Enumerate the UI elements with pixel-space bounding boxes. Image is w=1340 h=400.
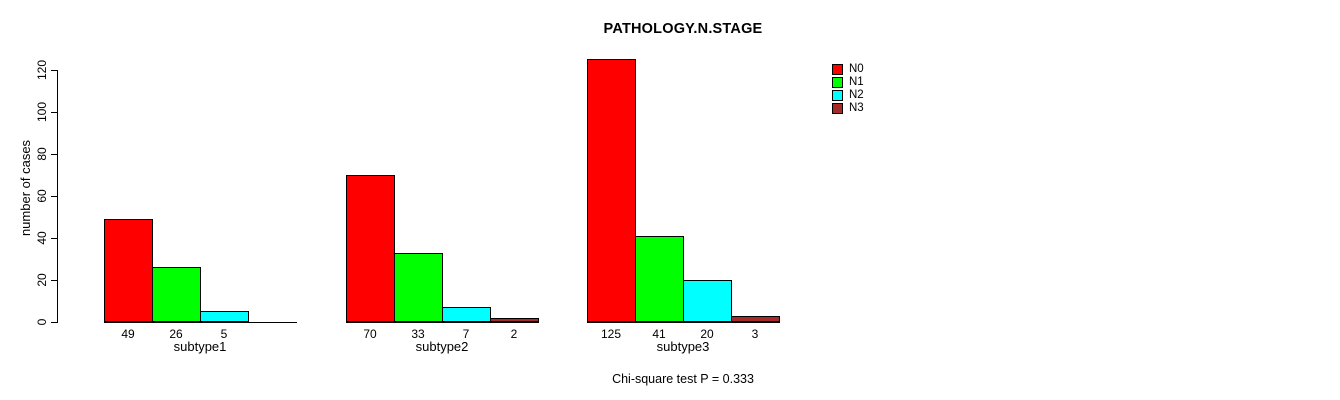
bar-value-subtype1-N0: 49 bbox=[121, 327, 135, 341]
chi-square-annotation: Chi-square test P = 0.333 bbox=[612, 372, 754, 386]
y-tick-label-text: 80 bbox=[35, 147, 49, 161]
legend-label-N3: N3 bbox=[849, 102, 864, 114]
x-axis-group-label-subtype2: subtype2 bbox=[415, 339, 469, 354]
group-baseline-subtype1 bbox=[104, 322, 297, 323]
y-tick-label-text: 100 bbox=[35, 101, 49, 123]
bar-value-subtype1-N1: 26 bbox=[169, 327, 183, 341]
bar-value-subtype2-N0: 70 bbox=[363, 327, 377, 341]
bar-value-subtype3-N3: 3 bbox=[751, 327, 759, 341]
bar-subtype3-N3 bbox=[731, 316, 780, 322]
y-tick bbox=[51, 280, 57, 281]
y-axis-line bbox=[57, 70, 58, 323]
legend-item-N3: N3 bbox=[832, 102, 864, 115]
bar-value-subtype2-N2: 7 bbox=[462, 327, 470, 341]
legend: N0 N1 N2 N3 bbox=[832, 63, 864, 115]
y-tick-label-text: 40 bbox=[35, 231, 49, 245]
y-tick bbox=[51, 238, 57, 239]
bar-value-subtype3-N0: 125 bbox=[600, 327, 622, 341]
bar-subtype2-N0 bbox=[346, 175, 395, 322]
y-tick bbox=[51, 322, 57, 323]
x-axis-group-label-subtype3: subtype3 bbox=[656, 339, 710, 354]
y-tick bbox=[51, 196, 57, 197]
bar-value-subtype1-N2: 5 bbox=[220, 327, 228, 341]
group-baseline-subtype3 bbox=[587, 322, 780, 323]
bar-subtype2-N1 bbox=[394, 253, 443, 322]
legend-label-N2: N2 bbox=[849, 89, 864, 101]
legend-swatch-N2 bbox=[832, 90, 843, 101]
chart-title: PATHOLOGY.N.STAGE bbox=[603, 21, 763, 37]
bar-value-subtype3-N1: 41 bbox=[652, 327, 666, 341]
legend-swatch-N1 bbox=[832, 77, 843, 88]
bar-subtype1-N2 bbox=[200, 311, 249, 322]
group-baseline-subtype2 bbox=[346, 322, 539, 323]
y-tick bbox=[51, 70, 57, 71]
bar-subtype2-N2 bbox=[442, 307, 491, 322]
bar-subtype1-N0 bbox=[104, 219, 153, 322]
y-tick bbox=[51, 154, 57, 155]
y-tick-label-text: 60 bbox=[35, 189, 49, 203]
legend-label-N1: N1 bbox=[849, 76, 864, 88]
bar-value-subtype2-N1: 33 bbox=[411, 327, 425, 341]
y-tick-label-text: 0 bbox=[35, 318, 49, 326]
y-tick-label-text: 120 bbox=[35, 59, 49, 81]
bar-value-subtype2-N3: 2 bbox=[510, 327, 518, 341]
y-axis-label-text: number of cases bbox=[17, 139, 33, 237]
y-tick-label-text: 20 bbox=[35, 273, 49, 287]
legend-label-N0: N0 bbox=[849, 63, 864, 75]
bar-subtype3-N0 bbox=[587, 59, 636, 322]
bar-value-subtype3-N2: 20 bbox=[700, 327, 714, 341]
legend-swatch-N3 bbox=[832, 103, 843, 114]
x-axis-group-label-subtype1: subtype1 bbox=[173, 339, 227, 354]
bar-subtype2-N3 bbox=[490, 318, 539, 322]
legend-item-N0: N0 bbox=[832, 63, 864, 76]
bar-subtype1-N1 bbox=[152, 267, 201, 322]
legend-swatch-N0 bbox=[832, 64, 843, 75]
legend-item-N1: N1 bbox=[832, 76, 864, 89]
legend-item-N2: N2 bbox=[832, 89, 864, 102]
bar-subtype3-N2 bbox=[683, 280, 732, 322]
bar-subtype3-N1 bbox=[635, 236, 684, 322]
y-tick bbox=[51, 112, 57, 113]
